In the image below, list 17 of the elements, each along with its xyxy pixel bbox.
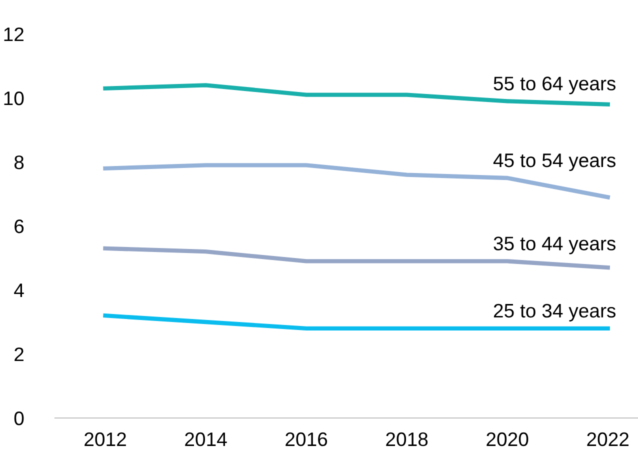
series-label: 45 to 54 years <box>493 154 616 172</box>
x-tick-label: 2018 <box>386 432 428 446</box>
y-tick-label: 2 <box>14 347 24 362</box>
y-tick-label: 0 <box>14 411 24 426</box>
y-tick-label: 10 <box>4 91 24 106</box>
x-tick-label: 2014 <box>185 432 227 446</box>
x-tick-label: 2012 <box>84 432 126 446</box>
x-tick-label: 2022 <box>587 432 628 446</box>
series-label: 55 to 64 years <box>494 76 616 94</box>
series-label: 35 to 44 years <box>494 236 616 254</box>
series-label: 25 to 34 years <box>494 304 616 322</box>
x-tick-label: 2020 <box>486 432 528 446</box>
y-tick-label: 12 <box>4 27 24 42</box>
y-tick-label: 6 <box>14 219 24 234</box>
x-tick-label: 2016 <box>286 432 328 446</box>
y-tick-label: 8 <box>14 155 24 170</box>
y-tick-label: 4 <box>14 284 24 298</box>
